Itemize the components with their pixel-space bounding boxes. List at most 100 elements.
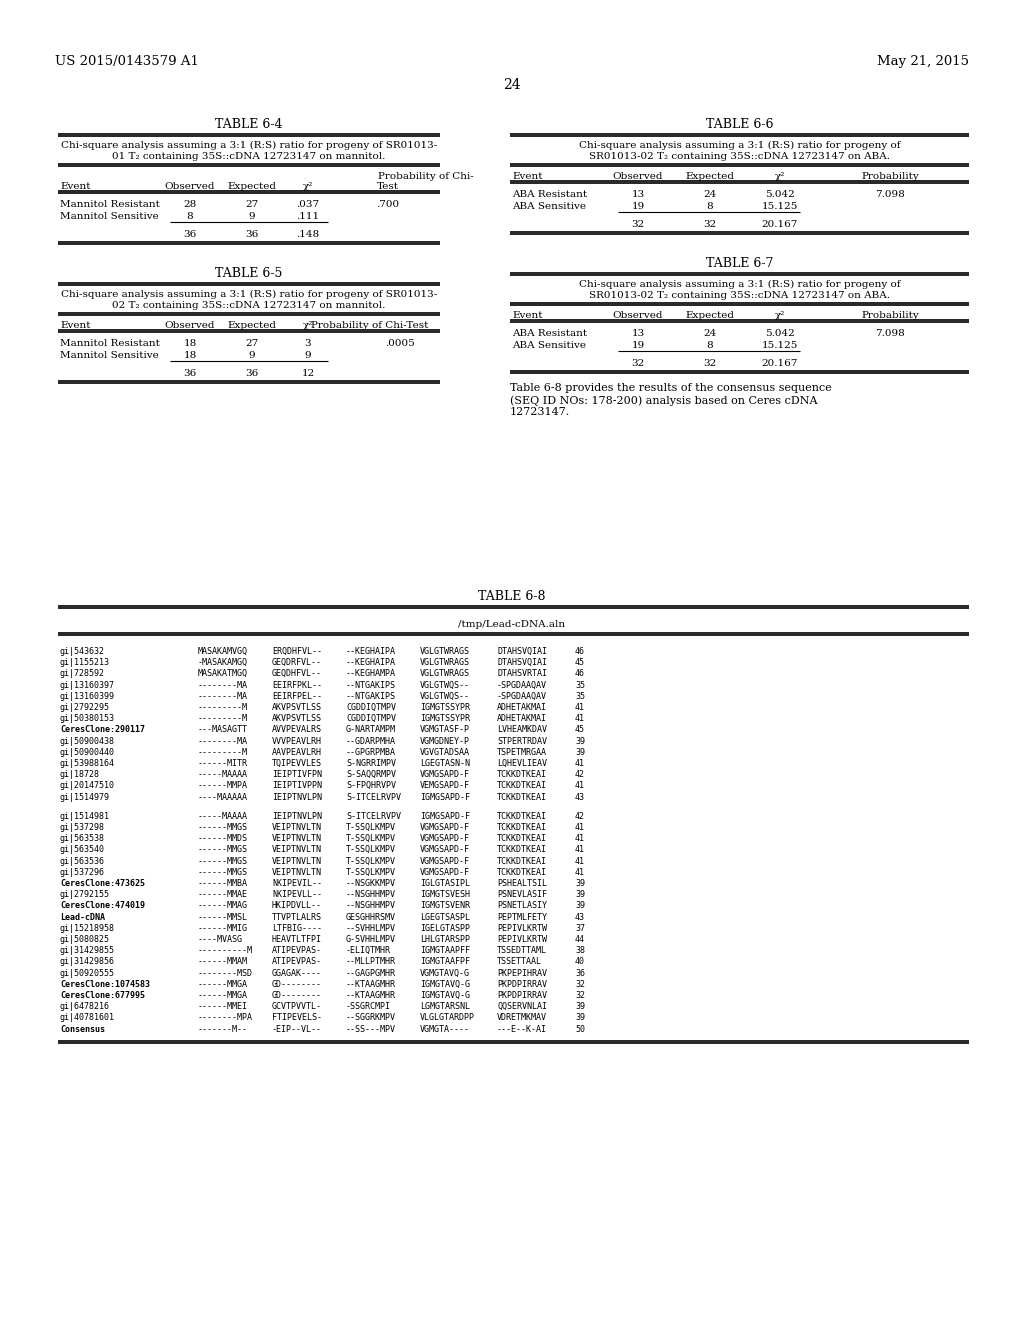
Text: gi|563538: gi|563538 [60,834,105,843]
Text: TCKKDTKEAI: TCKKDTKEAI [497,834,547,843]
Text: DTAHSVQIAI: DTAHSVQIAI [497,647,547,656]
Text: gi|53988164: gi|53988164 [60,759,115,768]
Text: VGMGSAPD-F: VGMGSAPD-F [420,857,470,866]
Text: 8: 8 [707,341,714,350]
Text: GD--------: GD-------- [272,979,322,989]
Text: 7.098: 7.098 [876,190,905,199]
Text: (SEQ ID NOs: 178-200) analysis based on Ceres cDNA: (SEQ ID NOs: 178-200) analysis based on … [510,395,817,405]
Text: gi|50900440: gi|50900440 [60,748,115,756]
Text: IEIPTIVPPN: IEIPTIVPPN [272,781,322,791]
Text: ----MAAAAA: ----MAAAAA [198,792,248,801]
Text: 13: 13 [632,190,645,199]
Text: ------MMGS: ------MMGS [198,822,248,832]
Text: ATIPEVPAS-: ATIPEVPAS- [272,946,322,956]
Text: LTFBIG----: LTFBIG---- [272,924,322,933]
Text: Expected: Expected [227,321,276,330]
Text: VEIPTNVLTN: VEIPTNVLTN [272,857,322,866]
Text: MASAKAMVGQ: MASAKAMVGQ [198,647,248,656]
Text: --NSGHHMPV: --NSGHHMPV [346,890,396,899]
Text: 44: 44 [575,935,585,944]
Text: 8: 8 [707,202,714,211]
Text: VGMGSAPD-F: VGMGSAPD-F [420,770,470,779]
Text: Observed: Observed [165,182,215,191]
Text: 5.042: 5.042 [765,190,795,199]
Text: gi|31429855: gi|31429855 [60,946,115,956]
Text: CGDDIQTMPV: CGDDIQTMPV [346,714,396,723]
Text: QQSERVNLAI: QQSERVNLAI [497,1002,547,1011]
Text: IEIPTNVLPN: IEIPTNVLPN [272,792,322,801]
Text: gi|537296: gi|537296 [60,867,105,876]
Text: GESGHHRSMV: GESGHHRSMV [346,912,396,921]
Text: gi|1155213: gi|1155213 [60,659,110,667]
Text: 41: 41 [575,759,585,768]
Text: 41: 41 [575,867,585,876]
Text: gi|13160397: gi|13160397 [60,681,115,689]
Text: US 2015/0143579 A1: US 2015/0143579 A1 [55,55,199,69]
Text: 32: 32 [703,359,717,368]
Text: IGMGTSVESH: IGMGTSVESH [420,890,470,899]
Text: 19: 19 [632,341,645,350]
Text: TABLE 6-8: TABLE 6-8 [478,590,546,603]
Text: 35: 35 [575,681,585,689]
Text: 27: 27 [246,201,259,209]
Text: 39: 39 [575,1014,585,1023]
Text: --SGGRKMPV: --SGGRKMPV [346,1014,396,1023]
Text: 45: 45 [575,659,585,667]
Text: Chi-square analysis assuming a 3:1 (R:S) ratio for progeny of: Chi-square analysis assuming a 3:1 (R:S)… [579,141,900,150]
Text: --NTGAKIPS: --NTGAKIPS [346,681,396,689]
Text: 12723147.: 12723147. [510,407,570,417]
Text: ---------M: ---------M [198,748,248,756]
Text: LVHEAMKDAV: LVHEAMKDAV [497,726,547,734]
Text: Mannitol Resistant: Mannitol Resistant [60,201,160,209]
Text: 42: 42 [575,770,585,779]
Text: PKPDPIRRAV: PKPDPIRRAV [497,979,547,989]
Text: 46: 46 [575,647,585,656]
Text: VGVGTADSAA: VGVGTADSAA [420,748,470,756]
Text: LGEGTSASPL: LGEGTSASPL [420,912,470,921]
Text: /tmp/Lead-cDNA.aln: /tmp/Lead-cDNA.aln [459,620,565,630]
Text: Chi-square analysis assuming a 3:1 (R:S) ratio for progeny of SR01013-: Chi-square analysis assuming a 3:1 (R:S)… [60,290,437,300]
Text: S-FPQHRVPV: S-FPQHRVPV [346,781,396,791]
Text: gi|2792295: gi|2792295 [60,704,110,711]
Text: NKIPEVLL--: NKIPEVLL-- [272,890,322,899]
Text: VGLGTWQS--: VGLGTWQS-- [420,681,470,689]
Text: VGMGTASF-P: VGMGTASF-P [420,726,470,734]
Text: TCKKDTKEAI: TCKKDTKEAI [497,792,547,801]
Text: ------MMGS: ------MMGS [198,867,248,876]
Text: VEIPTNVLTN: VEIPTNVLTN [272,867,322,876]
Text: 32: 32 [703,220,717,228]
Text: 9: 9 [249,213,255,220]
Text: TABLE 6-7: TABLE 6-7 [706,257,773,271]
Text: T-SSQLKMPV: T-SSQLKMPV [346,834,396,843]
Text: VGMGSAPD-F: VGMGSAPD-F [420,845,470,854]
Text: SR01013-02 T₂ containing 35S::cDNA 12723147 on ABA.: SR01013-02 T₂ containing 35S::cDNA 12723… [589,152,890,161]
Text: CeresClone:474019: CeresClone:474019 [60,902,145,911]
Text: 02 T₂ containing 35S::cDNA 12723147 on mannitol.: 02 T₂ containing 35S::cDNA 12723147 on m… [113,301,386,310]
Text: gi|563536: gi|563536 [60,857,105,866]
Text: ABA Resistant: ABA Resistant [512,329,587,338]
Text: ----------M: ----------M [198,946,253,956]
Text: VGMGSAPD-F: VGMGSAPD-F [420,834,470,843]
Text: 41: 41 [575,857,585,866]
Text: ------MMEI: ------MMEI [198,1002,248,1011]
Text: DTAHSVRTAI: DTAHSVRTAI [497,669,547,678]
Text: 13: 13 [632,329,645,338]
Text: χ²: χ² [775,172,785,181]
Text: 8: 8 [186,213,194,220]
Text: Chi-square analysis assuming a 3:1 (R:S) ratio for progeny of SR01013-: Chi-square analysis assuming a 3:1 (R:S)… [60,141,437,150]
Text: S-ITCELRVPV: S-ITCELRVPV [346,792,401,801]
Text: EEIRFPEL--: EEIRFPEL-- [272,692,322,701]
Text: IGMGSAPD-F: IGMGSAPD-F [420,812,470,821]
Text: IGMGTSVENR: IGMGTSVENR [420,902,470,911]
Text: TSSETTAAL: TSSETTAAL [497,957,542,966]
Text: ABA Resistant: ABA Resistant [512,190,587,199]
Text: Mannitol Sensitive: Mannitol Sensitive [60,213,159,220]
Text: ------MMIG: ------MMIG [198,924,248,933]
Text: VGLGTWRAGS: VGLGTWRAGS [420,659,470,667]
Text: --------MA: --------MA [198,681,248,689]
Text: GGAGAK----: GGAGAK---- [272,969,322,978]
Text: VVVPEAVLRH: VVVPEAVLRH [272,737,322,746]
Text: IGELGTASPP: IGELGTASPP [420,924,470,933]
Text: gi|728592: gi|728592 [60,669,105,678]
Text: gi|13160399: gi|13160399 [60,692,115,701]
